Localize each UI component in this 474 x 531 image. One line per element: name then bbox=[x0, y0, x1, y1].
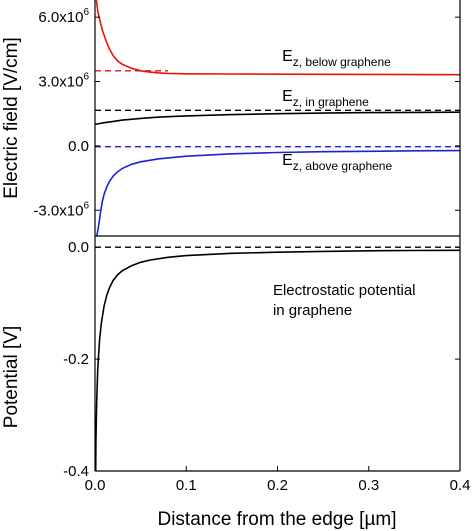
electric-field-y-label: Electric field [V/cm] bbox=[1, 37, 22, 199]
x-tick-label: 0.1 bbox=[176, 477, 197, 494]
y-tick-label: 0.0 bbox=[68, 239, 89, 256]
potential-annotation-line: Electrostatic potential bbox=[273, 282, 416, 299]
field-annotation-z-in-graphene: Ez, in graphene bbox=[282, 88, 369, 109]
electric-field-panel: Ez, below graphene Ez, in graphene Ez, abo… bbox=[1, 0, 461, 237]
e-z-below-graphene-line bbox=[95, 0, 460, 76]
field-annotation-z-above-graphene: Ez, above graphene bbox=[282, 152, 392, 173]
y-tick-label: -0.2 bbox=[63, 351, 89, 368]
field-annotation-z-below-graphene: Ez, below graphene bbox=[282, 48, 391, 69]
y-tick-label: 0.0 bbox=[68, 138, 89, 155]
electrostatic-potential-in-graphene-line bbox=[95, 249, 460, 471]
x-axis-label: Distance from the edge [µm] bbox=[157, 509, 396, 530]
y-tick-label: -3.0x106 bbox=[33, 200, 89, 219]
x-tick-label: 0.2 bbox=[267, 477, 288, 494]
y-tick-label: -0.4 bbox=[63, 463, 89, 480]
potential-y-label: Potential [V] bbox=[1, 326, 22, 428]
y-tick-label: 3.0x106 bbox=[38, 72, 89, 91]
x-tick-label: 0.0 bbox=[85, 477, 106, 494]
e-z-in-graphene-line bbox=[95, 111, 460, 126]
x-tick-label: 0.3 bbox=[358, 477, 379, 494]
y-tick-label: 6.0x106 bbox=[38, 7, 89, 26]
e-z-above-graphene-line bbox=[96, 149, 460, 236]
potential-annotation-line: in graphene bbox=[273, 302, 352, 319]
x-tick-label: 0.4 bbox=[450, 477, 471, 494]
